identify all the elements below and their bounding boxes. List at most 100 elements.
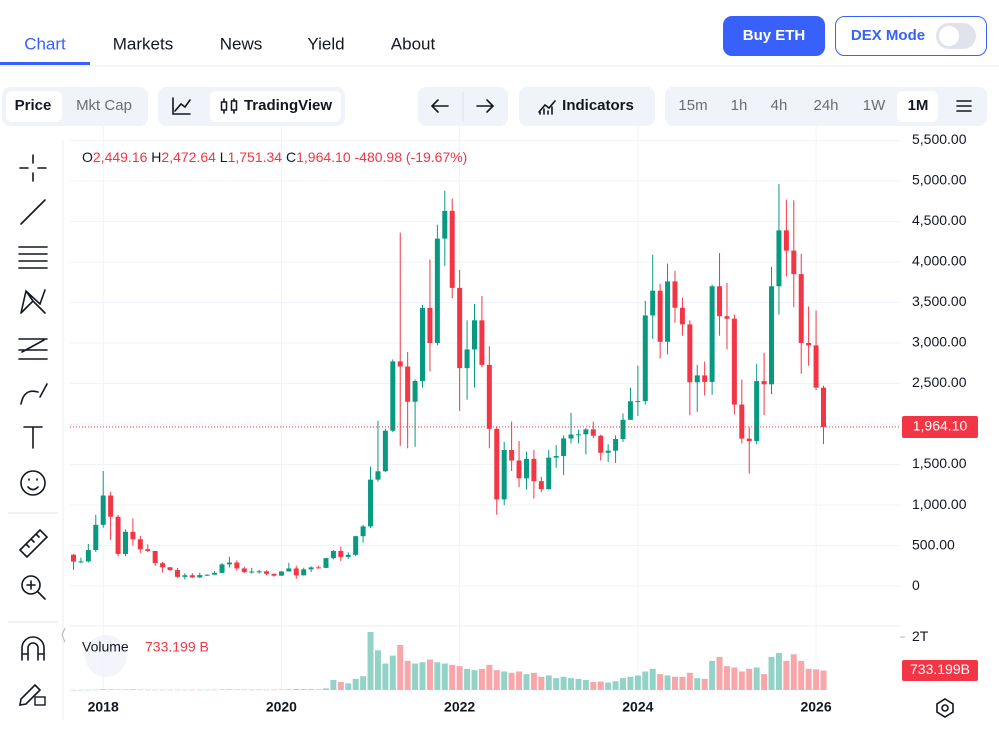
trend-line-tool[interactable] [20, 199, 46, 225]
volume-bar [560, 676, 567, 690]
volume-bar [426, 659, 433, 690]
candle-body [561, 438, 567, 457]
buy-button[interactable] [723, 16, 825, 56]
volume-bar [783, 660, 790, 690]
settings-icon[interactable] [956, 100, 972, 112]
candle-body [234, 562, 240, 569]
crosshair-tool[interactable] [19, 154, 47, 182]
volume-bar [746, 668, 753, 690]
line-chart-icon[interactable] [172, 97, 191, 115]
candle-icon-body [230, 100, 238, 111]
volume-bar [374, 650, 381, 690]
candle-body [78, 561, 84, 563]
ohlc-legend: O2,449.16 H2,472.64 L1,751.34 C1,964.10 … [82, 149, 467, 165]
candle-body [806, 342, 812, 346]
candle-body [776, 230, 782, 287]
volume-bar [419, 662, 426, 690]
candle-body [420, 307, 426, 381]
candle-body [85, 550, 91, 562]
interval-option[interactable]: 15m [678, 97, 707, 114]
candle-body [687, 324, 693, 383]
volume-bar [270, 689, 277, 691]
ohlc-value: 2,472.64 [161, 149, 216, 165]
candle-body [71, 554, 76, 562]
tab[interactable]: Yield [307, 34, 344, 53]
ohlc-letter: C [286, 149, 296, 165]
emoji-tool[interactable] [20, 470, 46, 496]
volume-bar [768, 656, 775, 690]
candle-body [821, 387, 826, 427]
candle-body [308, 567, 314, 570]
volume-bar [657, 674, 664, 690]
volume-bar [738, 671, 745, 690]
fib-tool[interactable] [18, 246, 48, 269]
pattern-tool[interactable] [20, 289, 46, 314]
zoom-tool[interactable] [21, 575, 41, 595]
volume-bar [137, 689, 144, 691]
candle-body [122, 531, 128, 554]
lock-tool[interactable] [19, 683, 42, 706]
volume-bar [441, 663, 448, 690]
candle-body [635, 401, 641, 403]
redo-icon[interactable] [476, 99, 495, 113]
volume-bar [753, 667, 760, 690]
undo-icon[interactable] [430, 99, 449, 113]
y-tick-label: 4,500.00 [912, 212, 967, 228]
candle-body [746, 438, 752, 442]
chart-settings[interactable] [936, 698, 954, 718]
volume-bar [389, 655, 396, 690]
interval-option[interactable]: 4h [771, 97, 788, 114]
volume-bar [337, 682, 344, 690]
candle-body [501, 449, 507, 500]
interval-option[interactable]: 1h [731, 97, 748, 114]
metric-option[interactable]: Price [15, 97, 52, 114]
volume-bar [523, 674, 530, 690]
candle-body [679, 307, 685, 325]
projection-tool[interactable] [18, 338, 48, 360]
candle-body [368, 479, 374, 527]
interval-option[interactable]: 1M [908, 97, 929, 114]
volume-bar [553, 678, 560, 690]
buy-button-label: Buy ETH [743, 27, 806, 44]
grid [70, 125, 900, 690]
volume-bar [545, 675, 552, 690]
magnet-tool[interactable] [21, 636, 45, 661]
interval-option[interactable]: 1W [863, 97, 886, 114]
ohlc-value: 1,751.34 [228, 149, 283, 165]
indicators-button[interactable] [519, 87, 655, 126]
volume-bar [634, 675, 641, 690]
text-tool[interactable] [23, 426, 43, 449]
tab[interactable]: Chart [24, 34, 66, 53]
volume-bar [716, 656, 723, 690]
candle-body [783, 230, 789, 251]
collapse-handle[interactable] [61, 627, 66, 643]
tradingview-button[interactable]: TradingView [244, 97, 332, 114]
ruler-tool[interactable] [18, 528, 49, 559]
volume-bar [820, 670, 827, 690]
metric-option[interactable]: Mkt Cap [76, 97, 132, 114]
volume-bar [100, 689, 107, 690]
interval-option[interactable]: 24h [813, 97, 838, 114]
candle-body [338, 550, 344, 557]
brush-tool[interactable] [20, 383, 48, 405]
candle-body [486, 364, 492, 429]
candle-body [219, 564, 225, 573]
volume-bar [174, 689, 181, 691]
candle-body [605, 450, 611, 453]
candle-body [241, 568, 247, 573]
tab[interactable]: About [391, 34, 436, 53]
candle-body [375, 471, 381, 480]
tab[interactable]: News [220, 34, 263, 53]
candle-body [100, 495, 106, 525]
y-tick-label: 2,500.00 [912, 374, 967, 390]
candle-body [583, 429, 589, 435]
volume-legend-value: 733.199 B [145, 639, 209, 655]
price-badge [902, 416, 978, 438]
candle-body [590, 429, 596, 436]
active-tab-underline [0, 62, 90, 65]
volume-bar [627, 676, 634, 690]
volume-bar [605, 682, 612, 690]
volume-bar [152, 689, 159, 691]
tab[interactable]: Markets [113, 34, 173, 53]
candle-body [323, 558, 329, 568]
